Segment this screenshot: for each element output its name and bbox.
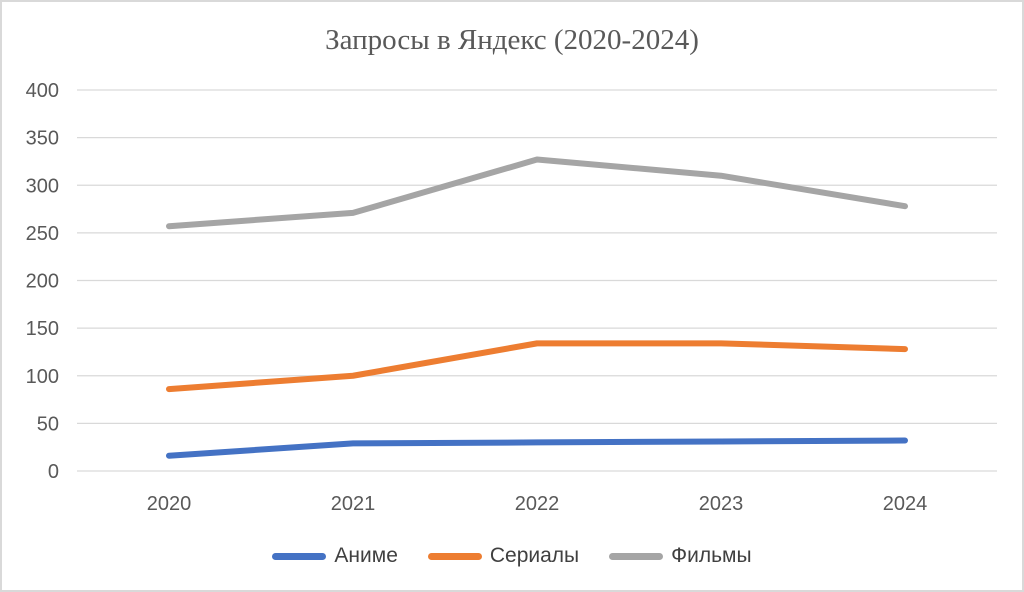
legend-item-serialy: Сериалы [427,543,580,569]
y-axis-tick-label: 300 [26,175,59,197]
legend: Аниме Сериалы Фильмы [2,539,1022,573]
x-axis-tick-label: 2022 [515,493,560,515]
x-axis-tick-label: 2021 [331,493,376,515]
y-axis-tick-label: 50 [37,413,59,435]
legend-label: Аниме [334,544,398,567]
y-axis-tick-label: 200 [26,271,59,293]
legend-item-anime: Аниме [272,543,398,569]
x-axis-tick-label: 2023 [699,493,744,515]
y-axis-tick-label: 100 [26,366,59,388]
series-line-anime [166,437,908,459]
legend-swatch-icon [609,552,664,560]
legend-swatch-icon [427,552,482,560]
legend-swatch-icon [272,552,327,560]
legend-label: Фильмы [671,544,752,567]
series-line-filmy [166,156,908,230]
y-axis-tick-label: 0 [48,461,59,483]
y-axis-tick-label: 150 [26,318,59,340]
y-axis-tick-label: 400 [26,80,59,102]
chart-title: Запросы в Яндекс (2020-2024) [325,24,699,56]
x-axis-tick-label: 2024 [883,493,928,515]
y-axis-tick-label: 250 [26,223,59,245]
legend-item-filmy: Фильмы [609,543,752,569]
x-axis-tick-label: 2020 [147,493,192,515]
series-line-serialy [166,340,908,393]
y-axis-tick-label: 350 [26,128,59,150]
legend-label: Сериалы [489,544,580,567]
